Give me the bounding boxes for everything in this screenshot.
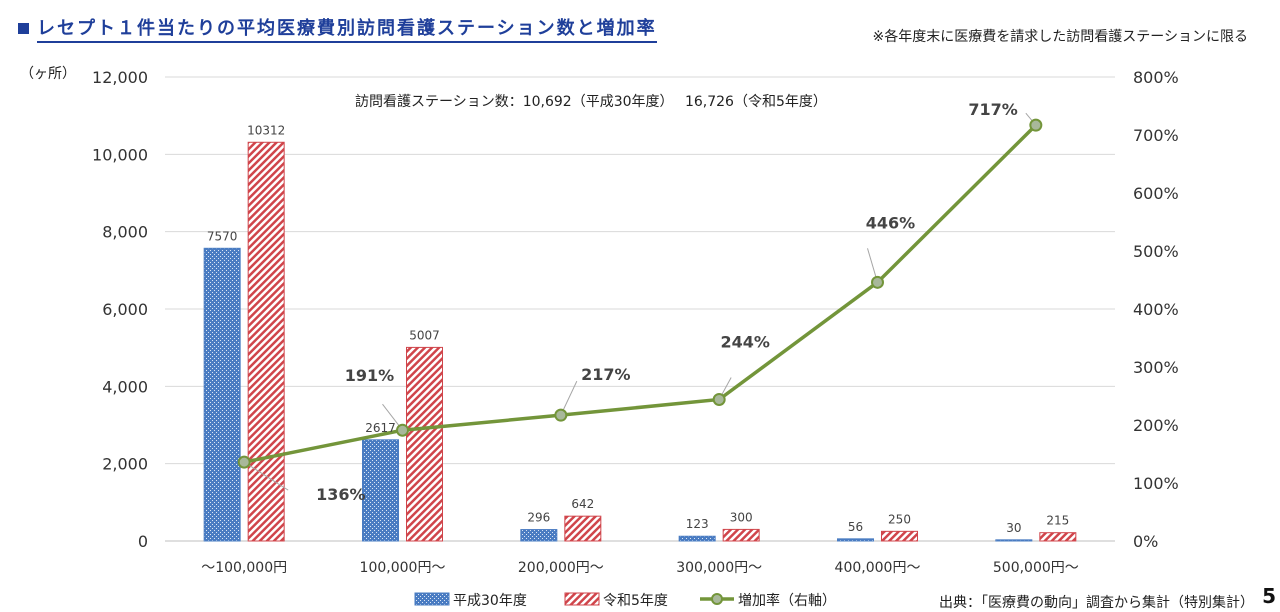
title-square-icon [18, 23, 29, 34]
line-value-label: 446% [866, 213, 915, 232]
bar [247, 141, 285, 542]
x-tick-label: 100,000円～ [360, 560, 446, 576]
bar-value-label: 10312 [247, 123, 285, 137]
bar-value-label: 56 [848, 520, 863, 534]
chart-title-text: レセプト１件当たりの平均医療費別訪問看護ステーション数と増加率 [37, 14, 657, 43]
bar [564, 515, 602, 542]
leader-line [243, 461, 289, 491]
x-tick-label: 500,000円～ [993, 560, 1079, 576]
y2-tick-label: 200% [1133, 416, 1179, 435]
chart-note: ※各年度末に医療費を請求した訪問看護ステーションに限る [872, 29, 1248, 45]
x-tick-label: 200,000円～ [518, 560, 604, 576]
line-point [396, 423, 409, 437]
bar [678, 535, 716, 542]
y-tick-label: 4,000 [102, 377, 148, 396]
bar-value-label: 123 [686, 517, 709, 531]
bar-value-label: 30 [1006, 521, 1021, 535]
bar-value-label: 215 [1046, 514, 1069, 528]
line-value-label: 244% [720, 332, 769, 351]
bar [362, 439, 399, 542]
y2-tick-label: 0% [1133, 532, 1158, 551]
bar [995, 539, 1033, 542]
x-tick-label: 300,000円～ [676, 560, 762, 576]
y2-tick-label: 800% [1133, 68, 1179, 87]
bar-value-label: 296 [527, 511, 550, 525]
line-point [712, 392, 726, 406]
x-tick-label: ～100,000円 [201, 560, 287, 576]
legend-swatch [414, 592, 450, 606]
line-point [237, 455, 251, 469]
line-value-label: 191% [345, 366, 394, 385]
growth-rate-line [243, 123, 1038, 464]
line-value-label: 217% [581, 365, 630, 384]
station-count-annotation: 訪問看護ステーション数：10,692（平成30年度） 16,726（令和5年度） [355, 94, 827, 110]
y2-tick-label: 300% [1133, 358, 1179, 377]
legend-label: 令和5年度 [603, 593, 668, 609]
y2-tick-label: 600% [1133, 184, 1179, 203]
bar-value-label: 300 [730, 510, 753, 524]
bar [1039, 532, 1077, 542]
x-tick-label: 400,000円～ [835, 560, 921, 576]
y-unit-label: （ヶ所） [20, 66, 76, 82]
y2-tick-label: 700% [1133, 126, 1179, 145]
bar [881, 530, 918, 542]
bar-value-label: 7570 [207, 229, 238, 243]
bar [520, 529, 558, 542]
legend-label: 増加率（右軸） [738, 592, 836, 609]
y2-tick-label: 100% [1133, 474, 1179, 493]
bar [406, 346, 443, 542]
line-value-label: 717% [968, 100, 1017, 119]
y-tick-label: 2,000 [102, 455, 148, 474]
y-tick-label: 10,000 [92, 145, 148, 164]
bar-value-label: 5007 [409, 328, 440, 342]
page-number: 5 [1262, 584, 1276, 608]
y-tick-label: 6,000 [102, 300, 148, 319]
source-note: 出典：「医療費の動向」調査から集計（特別集計） [939, 595, 1254, 611]
chart-title: レセプト１件当たりの平均医療費別訪問看護ステーション数と増加率 [18, 14, 657, 43]
line-point [554, 408, 568, 422]
bar [722, 528, 760, 542]
y2-tick-label: 500% [1133, 242, 1179, 261]
legend-line-marker [711, 593, 723, 605]
bar [837, 538, 874, 542]
bar [203, 247, 241, 542]
line-value-label: 136% [316, 485, 365, 504]
y2-tick-label: 400% [1133, 300, 1179, 319]
bar-value-label: 250 [888, 512, 911, 526]
legend-label: 平成30年度 [453, 593, 527, 609]
y-tick-label: 0 [138, 532, 148, 551]
line-point [1029, 118, 1043, 132]
y-tick-label: 12,000 [92, 68, 148, 87]
line-point [871, 275, 884, 289]
bar-value-label: 2617 [365, 421, 396, 435]
legend-swatch [564, 592, 600, 606]
y-tick-label: 8,000 [102, 223, 148, 242]
bar-value-label: 642 [571, 497, 594, 511]
